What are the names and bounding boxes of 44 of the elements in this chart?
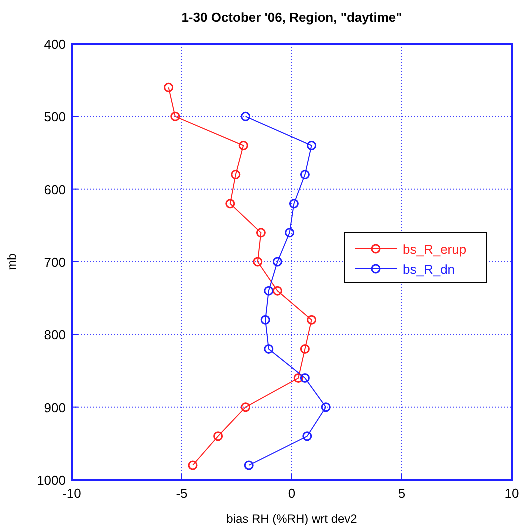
point — [272, 286, 282, 296]
point — [300, 344, 310, 354]
x-tick-label: 10 — [504, 486, 519, 501]
x-tick-label: -5 — [176, 486, 188, 501]
y-tick-label: 500 — [44, 110, 66, 125]
point — [321, 402, 331, 412]
point — [241, 112, 251, 122]
y-tick-label: 900 — [44, 400, 66, 416]
point — [241, 402, 251, 412]
point — [289, 199, 299, 209]
x-axis-title: bias RH (%RH) wrt dev2 — [226, 512, 358, 526]
point — [300, 374, 310, 384]
y-tick-label: 1000 — [37, 473, 66, 488]
point — [226, 199, 236, 209]
y-axis-title: mb — [5, 253, 19, 270]
point — [307, 140, 317, 150]
point — [264, 344, 274, 354]
x-tick-label: 5 — [398, 486, 406, 501]
point — [238, 140, 248, 150]
point — [214, 432, 224, 442]
point — [253, 257, 263, 267]
point — [302, 432, 312, 442]
x-tick-label: 0 — [288, 486, 296, 501]
y-tick-label: 800 — [44, 328, 66, 343]
point — [294, 374, 304, 384]
point — [272, 257, 282, 267]
point — [285, 228, 295, 238]
point — [307, 315, 317, 325]
legend-label: bs_R_dn — [403, 262, 456, 277]
y-tick-label: 700 — [44, 255, 66, 270]
point — [231, 170, 241, 180]
point — [164, 82, 174, 92]
point — [170, 112, 180, 122]
point — [300, 170, 310, 180]
point — [260, 315, 270, 325]
y-tick-label: 600 — [44, 182, 66, 198]
point — [256, 228, 266, 238]
y-tick-label: 400 — [44, 37, 66, 52]
point — [264, 286, 274, 296]
point — [244, 460, 254, 470]
x-tick-label: -10 — [62, 486, 82, 501]
chart-title: 1-30 October '06, Region, "daytime" — [182, 10, 402, 25]
legend-label: bs_R_erup — [403, 242, 467, 257]
point — [188, 460, 198, 470]
